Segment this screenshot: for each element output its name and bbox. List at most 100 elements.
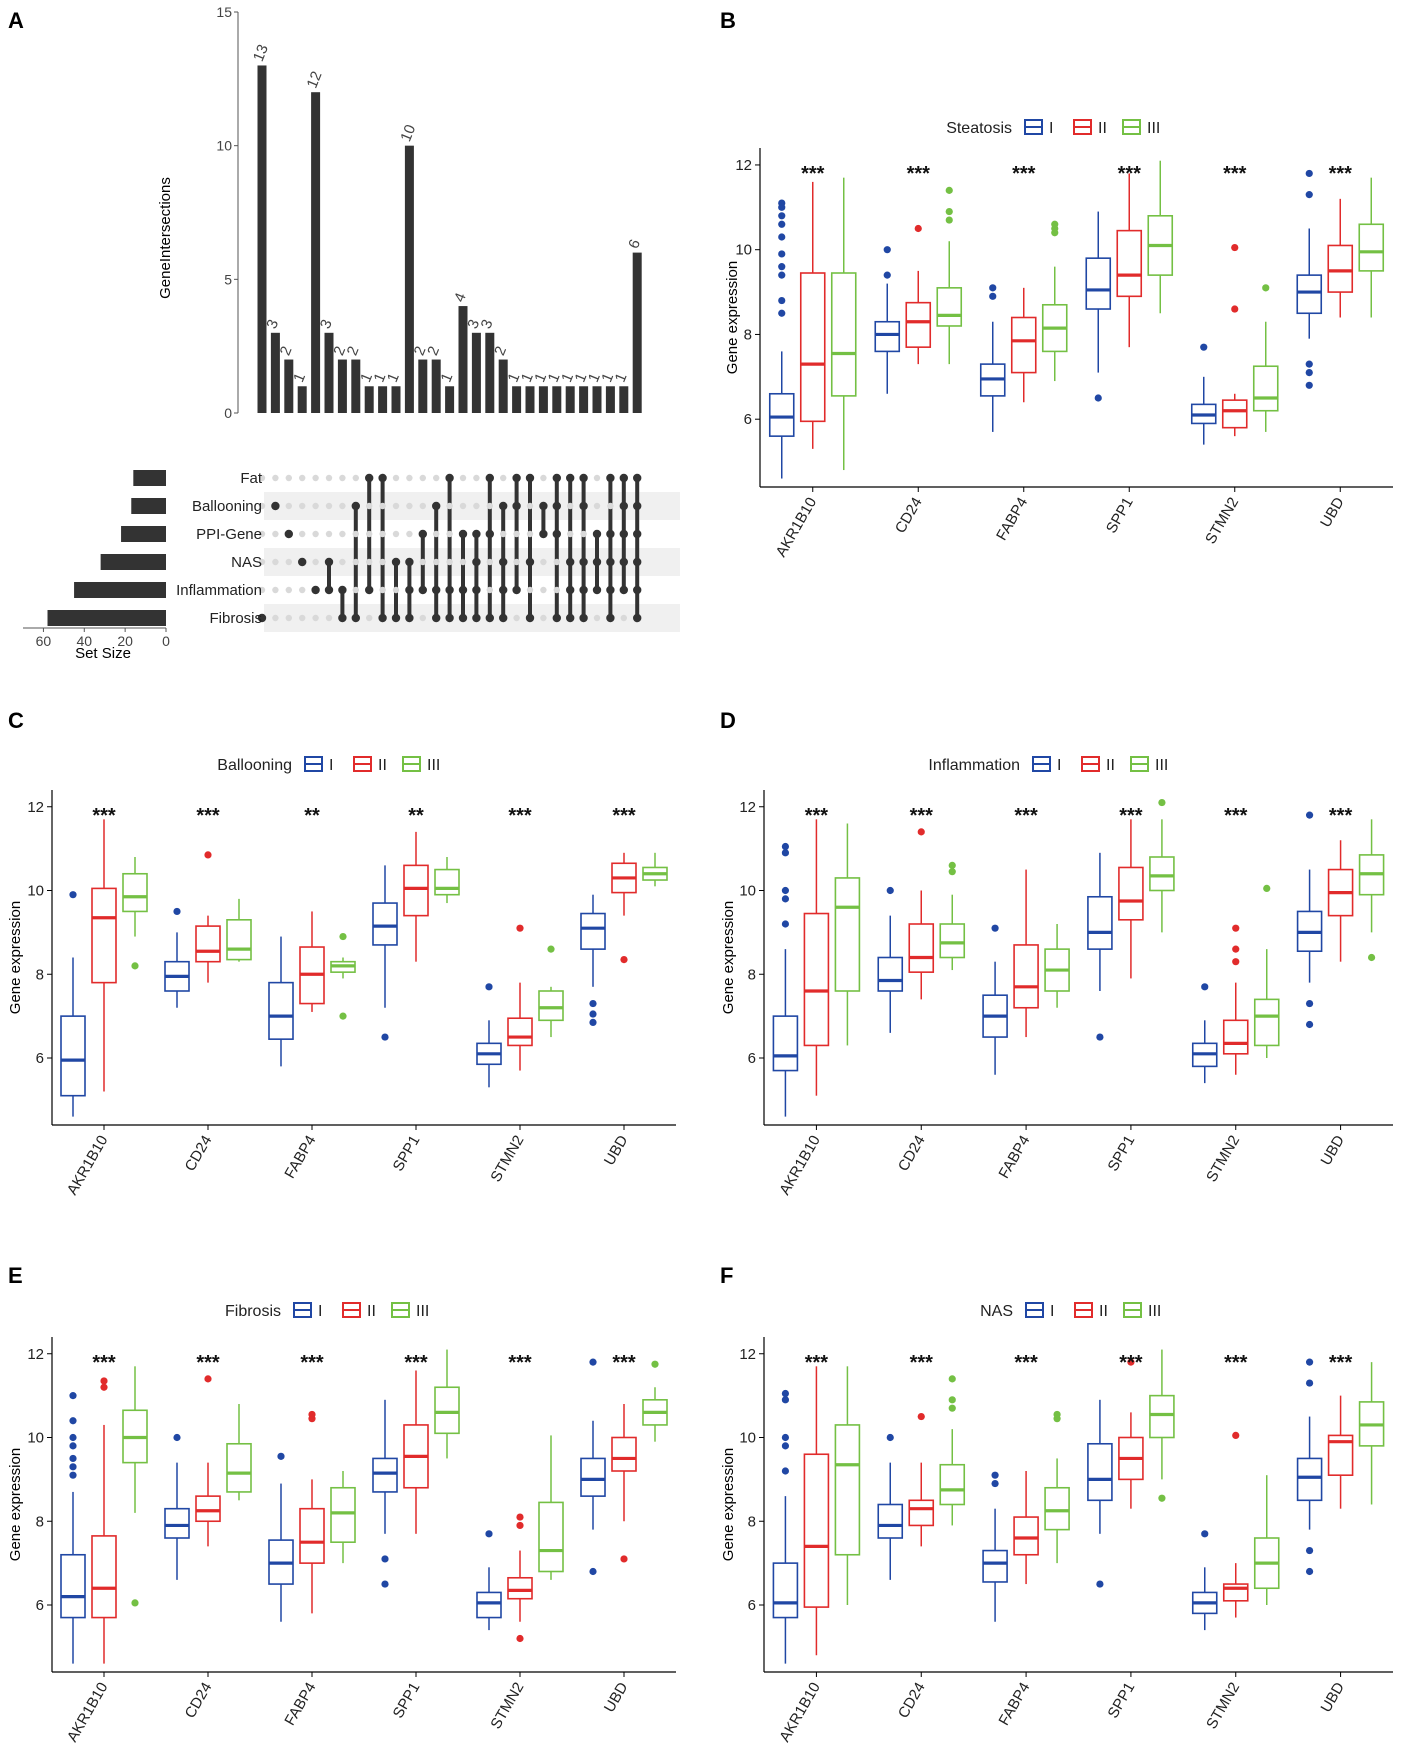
matrix-dot-empty: [526, 530, 534, 538]
y-axis-title: Gene expression: [7, 1448, 24, 1561]
outlier-point: [131, 1599, 139, 1607]
matrix-dot-empty: [540, 614, 547, 622]
matrix-dot-filled: [499, 557, 508, 567]
significance-label: ***: [801, 163, 825, 185]
intersection-bar: [485, 332, 495, 413]
outlier-point: [1094, 394, 1102, 402]
matrix-dot-filled: [378, 473, 387, 483]
outlier-point: [991, 924, 999, 932]
outlier-point: [589, 1358, 597, 1366]
outlier-point: [69, 1471, 77, 1479]
box-II: [1013, 1516, 1039, 1556]
matrix-dot-empty: [285, 502, 292, 510]
matrix-dot-filled: [499, 501, 508, 511]
outlier-point: [1127, 1358, 1135, 1366]
matrix-dot-filled: [298, 557, 307, 567]
matrix-dot-empty: [272, 558, 279, 566]
intersection-bar: [632, 252, 642, 413]
matrix-dot-filled: [284, 529, 293, 539]
box-III: [122, 872, 148, 913]
box-I: [877, 1503, 904, 1539]
matrix-dot-filled: [619, 585, 628, 595]
box-I: [1087, 895, 1113, 950]
outlier-point: [1232, 1431, 1240, 1440]
matrix-dot-empty: [392, 474, 400, 482]
set-size-tick-label: 60: [36, 633, 52, 649]
matrix-dot-empty: [567, 530, 574, 538]
matrix-dot-empty: [379, 558, 386, 566]
matrix-dot-empty: [433, 530, 440, 538]
significance-label: ***: [1118, 163, 1142, 185]
intersection-bar: [404, 145, 414, 413]
outlier-point: [778, 296, 786, 305]
intersection-bar: [337, 359, 347, 413]
outlier-point: [1232, 924, 1240, 932]
y-tick-label: 12: [27, 799, 44, 816]
matrix-dot-filled: [365, 473, 374, 483]
outlier-point: [1305, 1020, 1314, 1029]
matrix-dot-filled: [592, 529, 602, 539]
box-II: [403, 864, 429, 917]
box-III: [1253, 998, 1280, 1047]
box-I: [1296, 274, 1323, 315]
outlier-point: [883, 246, 891, 254]
matrix-dot-empty: [312, 614, 319, 622]
outlier-point: [1305, 360, 1313, 368]
matrix-dot-filled: [566, 613, 575, 623]
category-fabp4: ***FABP4: [982, 805, 1070, 1181]
y-tick-label: 6: [36, 1050, 44, 1067]
outlier-point: [1232, 958, 1240, 966]
outlier-point: [781, 895, 790, 903]
matrix-dot-empty: [446, 530, 453, 538]
matrix-dot-empty: [580, 530, 587, 538]
matrix-dot-filled: [458, 529, 468, 539]
matrix-dot-empty: [352, 530, 359, 538]
outlier-point: [781, 1442, 790, 1450]
outlier-point: [651, 1360, 659, 1368]
outlier-point: [781, 1389, 790, 1398]
box-II: [1327, 244, 1354, 293]
outlier-point: [1201, 1530, 1209, 1538]
matrix-dot-empty: [272, 474, 279, 482]
outlier-point: [516, 1634, 524, 1643]
legend-label-II: II: [1098, 120, 1107, 137]
matrix-dot-empty: [325, 614, 333, 622]
y-axis-title: Gene expression: [720, 1448, 737, 1561]
set-name-label: Ballooning: [192, 498, 262, 515]
outlier-point: [516, 1513, 524, 1521]
matrix-dot-filled: [606, 529, 615, 539]
set-size-tick-label: 20: [117, 633, 133, 649]
matrix-dot-empty: [379, 586, 386, 594]
matrix-dot-filled: [579, 557, 588, 567]
legend-label-I: I: [329, 757, 333, 774]
matrix-dot-empty: [339, 474, 346, 482]
outlier-point: [204, 1375, 212, 1383]
legend: Steatosis I II III: [946, 119, 1160, 137]
intersection-bar: [378, 386, 388, 413]
matrix-dot-empty: [312, 530, 319, 538]
outlier-point: [948, 868, 956, 876]
matrix-dot-empty: [339, 502, 346, 510]
outlier-point: [989, 284, 997, 292]
y-tick-label: 8: [744, 326, 752, 343]
outlier-point: [778, 220, 786, 228]
matrix-dot-filled: [485, 613, 494, 623]
outlier-point: [1096, 1580, 1104, 1588]
matrix-dot-filled: [633, 613, 642, 623]
matrix-dot-empty: [299, 502, 306, 510]
matrix-dot-empty: [299, 614, 306, 622]
intersection-bar: [297, 386, 307, 413]
matrix-dot-empty: [433, 474, 440, 482]
matrix-dot-empty: [540, 558, 547, 566]
intersection-bar: [512, 386, 522, 413]
intersection-bar: [565, 386, 575, 413]
matrix-dot-empty: [500, 530, 507, 538]
matrix-dot-filled: [579, 501, 588, 511]
box-II: [195, 925, 221, 963]
outlier-point: [917, 1412, 925, 1421]
matrix-dot-filled: [592, 557, 602, 567]
matrix-dot-empty: [473, 502, 480, 510]
intersection-bar: [418, 359, 428, 413]
